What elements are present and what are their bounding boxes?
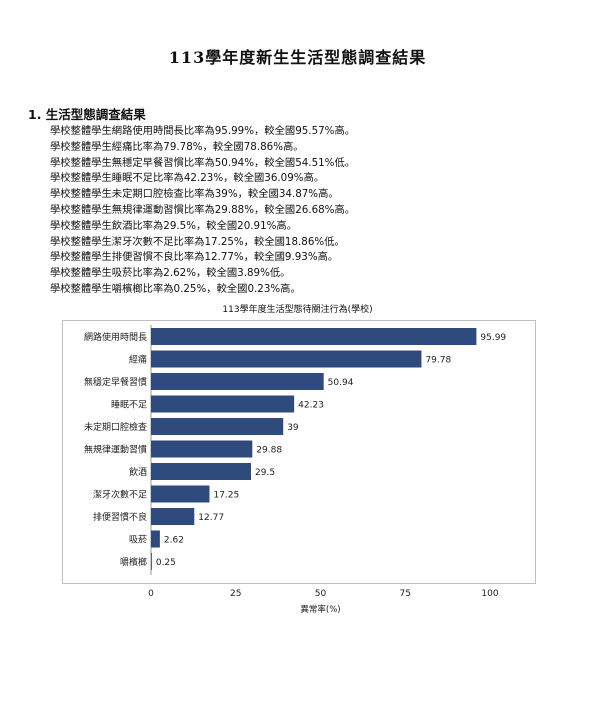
category-label: 經痛	[129, 354, 147, 366]
data-label: 12.77	[198, 513, 224, 523]
x-axis-label: 異常率(%)	[300, 604, 340, 615]
data-label: 95.99	[480, 333, 506, 343]
bar	[151, 485, 210, 503]
finding-item: 學校整體學生吸菸比率為2.62%，較全國3.89%低。	[50, 267, 291, 280]
section-heading: 1. 生活型態調查結果	[28, 107, 146, 122]
bar	[151, 530, 160, 548]
x-tick-label: 75	[400, 589, 411, 599]
category-label: 吸菸	[129, 534, 147, 546]
bar	[151, 350, 422, 368]
chart-title: 113學年度生活型態待關注行為(學校)	[222, 305, 373, 315]
x-tick-label: 0	[148, 589, 154, 599]
category-label: 嚼檳榔	[120, 556, 147, 568]
finding-item: 學校整體學生睡眠不足比率為42.23%，較全國36.09%高。	[50, 172, 325, 185]
category-label: 網路使用時間長	[84, 331, 147, 343]
x-tick-label: 50	[315, 589, 327, 599]
category-label: 排便習慣不良	[93, 511, 147, 523]
category-label: 無穩定早餐習慣	[84, 376, 147, 388]
x-tick-label: 25	[230, 589, 241, 599]
category-label: 潔牙次數不足	[93, 489, 147, 501]
category-label: 飲酒	[129, 466, 147, 478]
category-label: 未定期口腔檢查	[84, 421, 147, 433]
chart-frame: 網路使用時間長 95.99 經痛 79.78 無穩定早餐習慣 50.94 睡眠不足 42.23…	[62, 320, 536, 584]
finding-item: 學校整體學生無穩定早餐習慣比率為50.94%，較全國54.51%低。	[50, 156, 356, 169]
data-label: 42.23	[298, 401, 324, 411]
finding-item: 學校整體學生經痛比率為79.78%，較全國78.86%高。	[50, 140, 304, 153]
data-label: 29.88	[256, 446, 282, 456]
data-label: 29.5	[255, 468, 275, 478]
x-axis: 0 25 50 75 100 異常率(%)	[148, 589, 499, 615]
bar	[151, 373, 324, 390]
data-label: 0.25	[156, 558, 176, 568]
x-tick-label: 100	[481, 589, 498, 599]
data-label: 39	[287, 423, 299, 433]
data-label: 17.25	[213, 491, 239, 501]
bar	[151, 440, 253, 458]
bar	[151, 395, 295, 413]
finding-item: 學校整體學生網路使用時間長比率為95.99%，較全國95.57%高。	[50, 125, 356, 137]
finding-item: 學校整體學生潔牙次數不足比率為17.25%，較全國18.86%低。	[50, 235, 345, 248]
finding-item: 學校整體學生排便習慣不良比率為12.77%，較全國9.93%高。	[50, 251, 339, 264]
findings-list: 學校整體學生網路使用時間長比率為95.99%，較全國95.57%高。 學校整體學…	[50, 124, 355, 298]
bar	[151, 418, 284, 435]
bar	[151, 508, 195, 525]
data-label: 79.78	[425, 356, 451, 366]
finding-item: 學校整體學生無規律運動習慣比率為29.88%，較全國26.68%高。	[50, 203, 356, 216]
data-label: 50.94	[328, 378, 354, 388]
data-label: 2.62	[164, 536, 184, 546]
finding-item: 學校整體學生未定期口腔檢查比率為39%，較全國34.87%高。	[50, 188, 339, 201]
document-title: 113學年度新生生活型態調查結果	[168, 48, 427, 67]
bar	[151, 463, 252, 480]
bar	[151, 553, 152, 570]
category-label: 無規律運動習慣	[84, 444, 147, 456]
finding-item: 學校整體學生飲酒比率為29.5%，較全國20.91%高。	[50, 219, 298, 232]
bar-chart: 網路使用時間長 95.99 經痛 79.78 無穩定早餐習慣 50.94 睡眠不足 42.23…	[84, 325, 506, 575]
finding-item: 學校整體學生嚼檳榔比率為0.25%，較全國0.23%高。	[50, 282, 301, 295]
bar	[151, 328, 477, 345]
category-label: 睡眠不足	[111, 399, 147, 411]
